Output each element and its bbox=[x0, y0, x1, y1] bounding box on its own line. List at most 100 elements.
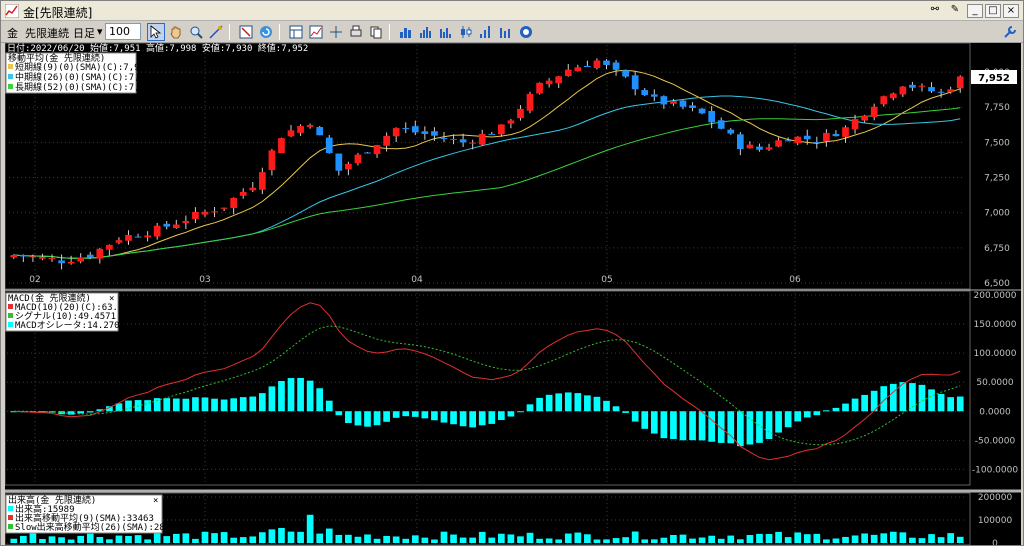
settings-wrench-icon[interactable] bbox=[1001, 23, 1019, 41]
candle-body bbox=[803, 135, 811, 140]
period-dropdown-icon[interactable]: ▾ bbox=[97, 25, 103, 38]
histogram-icon[interactable] bbox=[437, 23, 455, 41]
candle-body bbox=[813, 142, 821, 144]
volume-bar bbox=[746, 535, 754, 543]
bar-count-input[interactable]: 100 bbox=[105, 23, 141, 40]
volume-bar bbox=[249, 536, 257, 543]
volume-bar bbox=[354, 536, 362, 543]
macd-osc-bar bbox=[354, 411, 362, 426]
compare-icon[interactable] bbox=[517, 23, 535, 41]
volume-bar bbox=[603, 539, 610, 543]
price-x-tick: 06 bbox=[789, 275, 801, 285]
candle-body bbox=[679, 100, 687, 107]
volume-bar bbox=[660, 537, 668, 543]
print-icon[interactable] bbox=[347, 23, 365, 41]
volume-y-tick: 100000 bbox=[978, 516, 1013, 526]
candle-body bbox=[756, 146, 763, 150]
macd-osc-bar bbox=[392, 411, 400, 418]
macd-osc-bar bbox=[373, 411, 381, 426]
candle-body bbox=[345, 163, 352, 170]
macd-y-tick: 100.0000 bbox=[974, 349, 1017, 359]
candle-body bbox=[899, 86, 907, 95]
macd-osc-bar bbox=[287, 378, 295, 412]
volume-bar bbox=[431, 539, 438, 543]
volume-legend-swatch bbox=[8, 524, 13, 529]
refresh-icon[interactable] bbox=[257, 23, 275, 41]
volume-legend-swatch bbox=[8, 506, 13, 511]
candle-body bbox=[746, 144, 754, 149]
contract-label[interactable]: 先限連続 bbox=[25, 27, 69, 40]
volume-bar bbox=[411, 535, 419, 543]
zoom-tool-icon[interactable] bbox=[187, 23, 205, 41]
hand-tool-icon[interactable] bbox=[167, 23, 185, 41]
close-icon[interactable]: × bbox=[109, 294, 114, 304]
volume-bar bbox=[880, 533, 888, 543]
minimize-button[interactable]: _ bbox=[967, 4, 983, 18]
close-button[interactable]: × bbox=[1003, 4, 1019, 18]
link-icon[interactable]: ⚯ bbox=[930, 4, 940, 15]
chart-settings-icon[interactable] bbox=[287, 23, 305, 41]
volume-bar bbox=[373, 538, 381, 543]
volume-legend-item: 出来高移動平均(9)(SMA):33463 bbox=[15, 512, 154, 524]
candle-body bbox=[48, 257, 56, 259]
volume-bar bbox=[832, 538, 840, 543]
period-select[interactable]: 日足 bbox=[73, 27, 95, 40]
macd-legend-item: MACDオシレータ:14.2709 bbox=[15, 320, 125, 331]
volume-bar bbox=[823, 539, 830, 543]
candle-body bbox=[689, 105, 696, 109]
candle-body bbox=[335, 153, 343, 171]
volume-bar bbox=[517, 536, 524, 543]
volume-bar bbox=[526, 532, 534, 543]
crosshair-icon[interactable] bbox=[327, 23, 345, 41]
ma-legend-swatch bbox=[8, 64, 13, 69]
candle-body bbox=[230, 197, 238, 208]
bar-chart-type-icon[interactable] bbox=[397, 23, 415, 41]
candle-body bbox=[880, 96, 888, 105]
volume-bar bbox=[488, 537, 496, 543]
volume-bar bbox=[593, 539, 601, 543]
volume-bar bbox=[736, 539, 744, 543]
macd-osc-bar bbox=[497, 411, 505, 421]
macd-osc-bar bbox=[230, 398, 238, 412]
volume-bar bbox=[928, 534, 935, 543]
candle-body bbox=[411, 126, 419, 133]
symbol-label[interactable]: 金 bbox=[7, 27, 18, 40]
volume-legend[interactable]: 出来高(金 先限連続) × 出来高:15989 出来高移動平均(9)(SMA):… bbox=[5, 494, 181, 534]
volume-bar bbox=[144, 539, 151, 543]
macd-osc-bar bbox=[708, 411, 716, 442]
candlestick-icon[interactable] bbox=[457, 23, 475, 41]
macd-y-tick: 50.0000 bbox=[976, 378, 1013, 388]
macd-osc-bar bbox=[813, 411, 821, 416]
candle-body bbox=[440, 138, 448, 140]
volume-bar bbox=[813, 533, 821, 543]
indicator-icon[interactable] bbox=[307, 23, 325, 41]
volume-bar bbox=[220, 532, 228, 543]
volume-chart-icon[interactable] bbox=[417, 23, 435, 41]
maximize-button[interactable]: □ bbox=[985, 4, 1001, 18]
delete-drawings-icon[interactable] bbox=[237, 23, 255, 41]
macd-osc-bar bbox=[689, 411, 696, 441]
macd-legend[interactable]: MACD(金 先限連続) × MACD(10)(20)(C):63.7280 シ… bbox=[5, 292, 140, 332]
macd-osc-bar bbox=[96, 409, 104, 412]
macd-osc-bar bbox=[947, 397, 955, 412]
macd-y-axis: 200.0000 150.0000 100.0000 50.0000 0.0000 -50… bbox=[972, 291, 1018, 475]
macd-osc-bar bbox=[842, 403, 849, 412]
pin-icon[interactable]: ✎ bbox=[950, 4, 960, 15]
close-icon[interactable]: × bbox=[153, 496, 158, 506]
volume-bar bbox=[918, 538, 926, 543]
candle-body bbox=[201, 211, 209, 215]
copy-icon[interactable] bbox=[367, 23, 385, 41]
line-chart-icon[interactable] bbox=[477, 23, 495, 41]
macd-legend-item: シグナル(10):49.4571 bbox=[15, 310, 116, 322]
macd-osc-bar bbox=[249, 396, 257, 412]
candle-body bbox=[392, 128, 400, 137]
ma-legend[interactable]: 移動平均(金 先限連続) 短期線(9)(0)(SMA)(C):7,919 中期線… bbox=[5, 52, 156, 94]
draw-line-tool-icon[interactable] bbox=[207, 23, 225, 41]
candle-body bbox=[937, 91, 945, 93]
multi-chart-icon[interactable] bbox=[497, 23, 515, 41]
volume-bar bbox=[727, 535, 735, 543]
cursor-tool-icon[interactable] bbox=[147, 23, 165, 41]
macd-osc-bar bbox=[278, 380, 285, 412]
